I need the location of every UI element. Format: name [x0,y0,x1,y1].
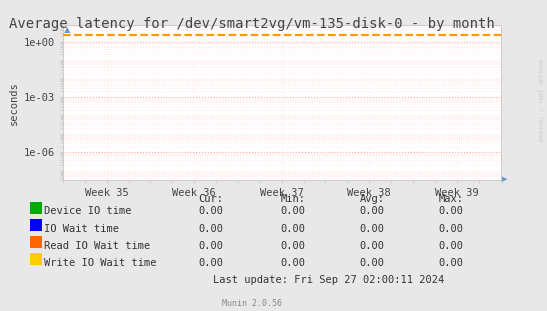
Text: 0.00: 0.00 [198,207,223,216]
Text: Cur:: Cur: [198,194,223,204]
Text: Average latency for /dev/smart2vg/vm-135-disk-0 - by month: Average latency for /dev/smart2vg/vm-135… [9,17,494,31]
Text: 0.00: 0.00 [280,258,305,268]
Text: ▲: ▲ [64,26,71,35]
Text: 0.00: 0.00 [359,224,385,234]
Text: 0.00: 0.00 [359,241,385,251]
Text: RRDTOOL / TOBI OETIKER: RRDTOOL / TOBI OETIKER [539,58,544,141]
Text: Munin 2.0.56: Munin 2.0.56 [222,299,282,308]
Text: 0.00: 0.00 [359,207,385,216]
Text: 0.00: 0.00 [280,207,305,216]
Text: 0.00: 0.00 [359,258,385,268]
Text: 0.00: 0.00 [280,224,305,234]
Text: ▶: ▶ [502,176,508,182]
Text: 0.00: 0.00 [280,241,305,251]
Text: 0.00: 0.00 [439,241,464,251]
Text: Last update: Fri Sep 27 02:00:11 2024: Last update: Fri Sep 27 02:00:11 2024 [213,275,444,285]
Text: 0.00: 0.00 [439,258,464,268]
Text: Min:: Min: [280,194,305,204]
Text: Read IO Wait time: Read IO Wait time [44,241,150,251]
Text: Max:: Max: [439,194,464,204]
Y-axis label: seconds: seconds [8,81,19,124]
Text: Write IO Wait time: Write IO Wait time [44,258,156,268]
Text: 0.00: 0.00 [198,224,223,234]
Text: 0.00: 0.00 [198,258,223,268]
Text: Device IO time: Device IO time [44,207,131,216]
Text: Avg:: Avg: [359,194,385,204]
Text: 0.00: 0.00 [439,207,464,216]
Text: 0.00: 0.00 [198,241,223,251]
Text: 0.00: 0.00 [439,224,464,234]
Text: IO Wait time: IO Wait time [44,224,119,234]
